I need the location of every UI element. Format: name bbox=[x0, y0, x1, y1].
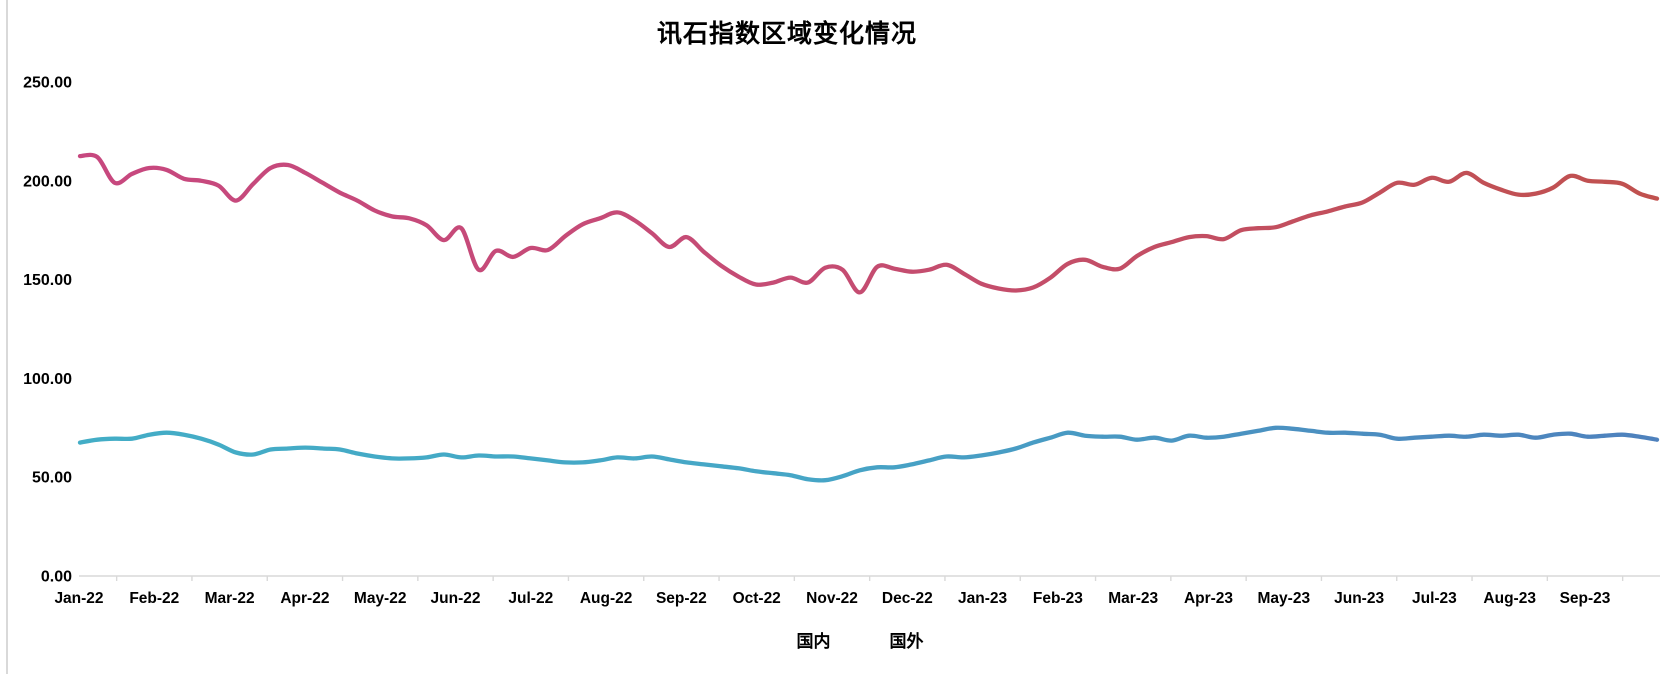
legend: 国内 国外 bbox=[0, 627, 1667, 652]
x-axis-label: Aug-23 bbox=[1483, 590, 1536, 607]
x-axis-label: Mar-23 bbox=[1108, 590, 1158, 607]
y-axis-label: 250.00 bbox=[23, 75, 72, 92]
series-line-domestic bbox=[77, 425, 1660, 483]
x-axis-label: Sep-22 bbox=[656, 590, 707, 607]
x-axis-label: May-22 bbox=[354, 590, 407, 607]
y-axis-label: 0.00 bbox=[41, 569, 72, 586]
legend-line-icon bbox=[837, 636, 885, 644]
x-axis-label: Mar-22 bbox=[205, 590, 255, 607]
x-axis-label: Nov-22 bbox=[806, 590, 858, 607]
x-axis-label: Jan-23 bbox=[958, 590, 1007, 607]
x-axis-label: May-23 bbox=[1258, 590, 1311, 607]
x-axis-label: Feb-23 bbox=[1033, 590, 1083, 607]
legend-item-domestic: 国内 bbox=[744, 627, 831, 652]
x-axis-label: Feb-22 bbox=[129, 590, 179, 607]
y-axis-label: 150.00 bbox=[23, 272, 72, 289]
x-axis-label: Aug-22 bbox=[580, 590, 633, 607]
x-axis-label: Jun-23 bbox=[1334, 590, 1384, 607]
x-axis-label: Jul-22 bbox=[508, 590, 553, 607]
x-axis-label: Apr-23 bbox=[1184, 590, 1233, 607]
x-axis-label: Dec-22 bbox=[882, 590, 933, 607]
legend-label-foreign: 国外 bbox=[889, 632, 924, 651]
y-axis-label: 200.00 bbox=[23, 173, 72, 190]
y-axis-label: 50.00 bbox=[32, 470, 72, 487]
series-line-foreign bbox=[77, 152, 1660, 295]
x-axis-label: Jul-23 bbox=[1412, 590, 1457, 607]
legend-label-domestic: 国内 bbox=[796, 632, 831, 651]
x-axis-label: Jun-22 bbox=[431, 590, 481, 607]
legend-line-icon bbox=[744, 636, 792, 644]
x-axis-label: Jan-22 bbox=[54, 590, 103, 607]
x-axis-label: Oct-22 bbox=[733, 590, 781, 607]
legend-item-foreign: 国外 bbox=[837, 627, 924, 652]
y-axis-label: 100.00 bbox=[23, 371, 72, 388]
x-axis-label: Sep-23 bbox=[1560, 590, 1611, 607]
x-axis-label: Apr-22 bbox=[280, 590, 329, 607]
chart-left-border bbox=[6, 0, 8, 674]
chart-title: 讯石指数区域变化情况 bbox=[656, 20, 918, 48]
